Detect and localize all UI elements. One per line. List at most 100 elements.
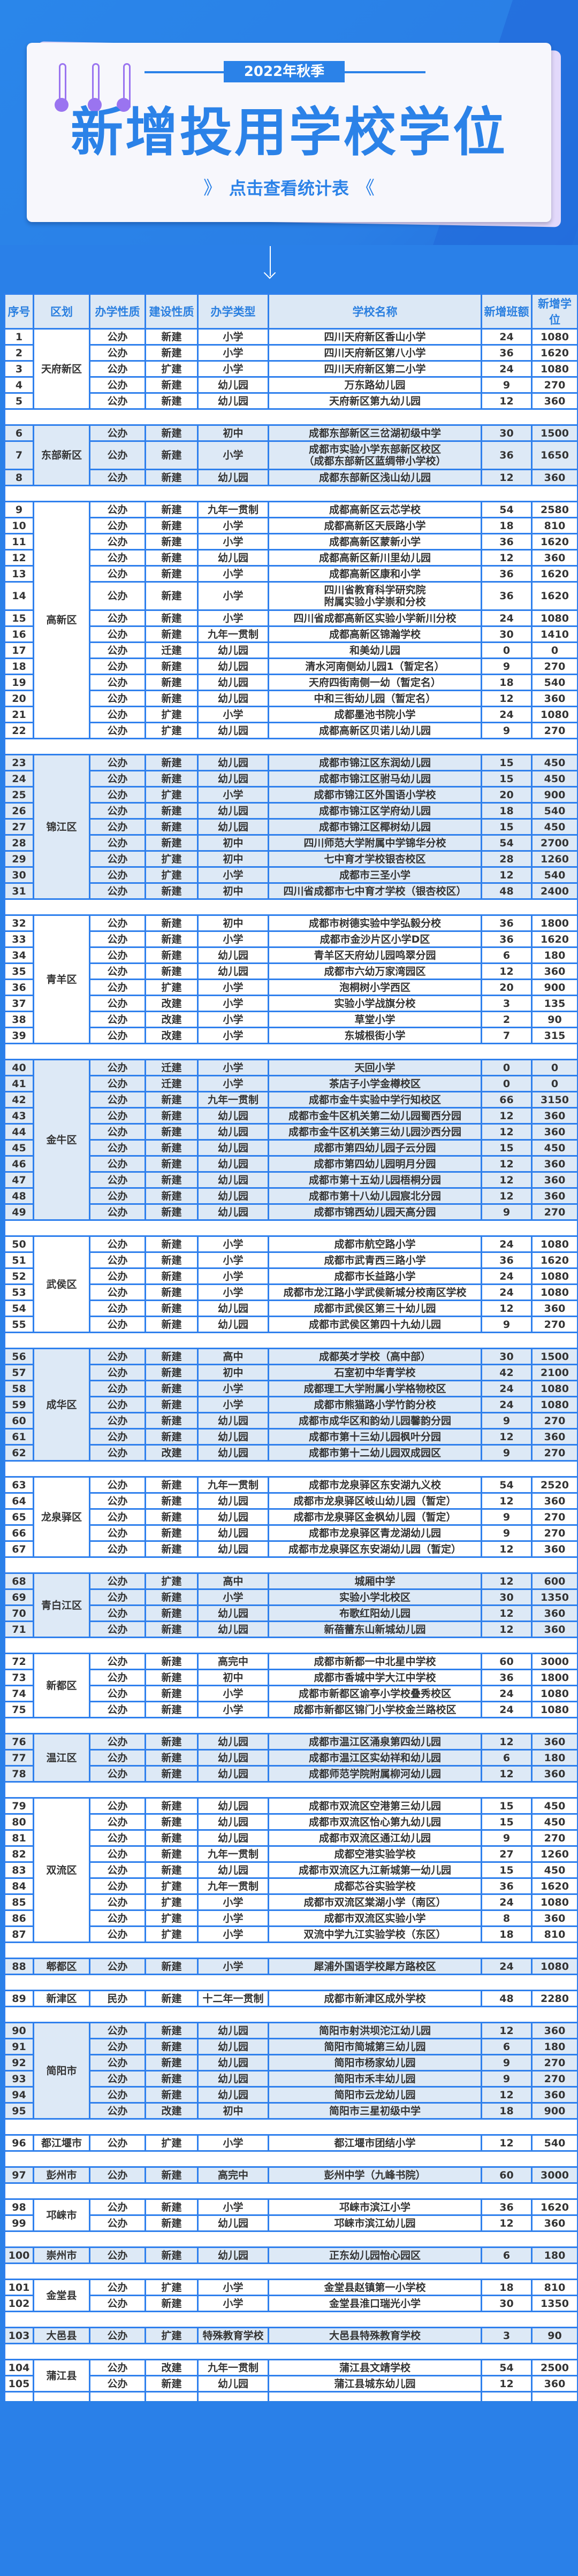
row-index: 84 — [4, 1877, 34, 1895]
school-name: 成都师范学院附属柳河幼儿园 — [268, 1765, 482, 1783]
new-seats: 1800 — [531, 1669, 578, 1686]
new-seats: 1410 — [531, 625, 578, 643]
school-type: 幼儿园 — [197, 2070, 269, 2088]
construction-type: 新建 — [144, 609, 199, 627]
district-cell: 简阳市 — [33, 2022, 90, 2120]
construction-type: 新建 — [144, 818, 199, 836]
row-index: 26 — [4, 802, 34, 820]
new-seats: 1350 — [531, 1588, 578, 1606]
new-classes: 27 — [481, 1845, 533, 1863]
ownership: 公办 — [89, 1925, 146, 1943]
table-row: 36 公办 扩建 小学 泡桐树小学西区 20 900 — [4, 979, 578, 996]
ownership: 公办 — [89, 1797, 146, 1815]
new-seats: 360 — [531, 1733, 578, 1751]
school-name: 成都市锦江区驸马幼儿园 — [268, 770, 482, 788]
view-table-link[interactable]: 》点击查看统计表《 — [27, 178, 551, 199]
construction-type: 新建 — [144, 1861, 199, 1879]
table-row: 33 公办 新建 小学 成都市金沙片区小学D区 36 1620 — [4, 930, 578, 948]
school-name: 简阳市云龙幼儿园 — [268, 2086, 482, 2104]
new-classes: 18 — [481, 2279, 533, 2296]
district-cell: 东部新区 — [33, 424, 90, 486]
table-row: 56 成华区 公办 新建 高中 成都英才学校（高中部） 30 1500 — [4, 1348, 578, 1462]
double-chevron-right-icon: 》 — [203, 178, 222, 199]
new-classes: 24 — [481, 1701, 533, 1718]
row-index: 101 — [4, 2279, 34, 2296]
school-type: 幼儿园 — [197, 2086, 269, 2104]
school-name: 邛崃市滨江幼儿园 — [268, 2214, 482, 2232]
school-name: 实验小学战旗分校 — [268, 995, 482, 1012]
ownership: 公办 — [89, 609, 146, 627]
ownership: 公办 — [89, 1476, 146, 1494]
title-card[interactable]: 2022年秋季 新增投用学校学位 》点击查看统计表《 — [27, 43, 551, 222]
construction-type: 扩建 — [144, 1893, 199, 1911]
separator-cell — [4, 1637, 578, 1654]
ownership: 公办 — [89, 1123, 146, 1141]
row-index: 22 — [4, 722, 34, 739]
new-classes: 42 — [481, 1364, 533, 1381]
school-name: 成都高新区天辰路小学 — [268, 517, 482, 534]
table-row: 5 公办 新建 幼儿园 天府新区第九幼儿园 12 360 — [4, 392, 578, 410]
new-seats: 360 — [531, 1428, 578, 1446]
school-type: 幼儿园 — [197, 770, 269, 788]
col-header-district: 区划 — [33, 293, 90, 330]
new-seats: 90 — [531, 1011, 578, 1028]
school-type: 小学 — [197, 1059, 269, 1076]
new-seats: 3000 — [531, 1653, 578, 1670]
ownership: 公办 — [89, 1380, 146, 1397]
new-seats: 810 — [531, 517, 578, 534]
school-name: 彭州中学（九峰书院） — [268, 2166, 482, 2184]
table-row: 7 公办 新建 小学 成都市实验小学东部新区校区 （成都东部新区蓝绸带小学校） 36 165… — [4, 440, 578, 470]
row-index: 77 — [4, 1749, 34, 1767]
table-row: 79 双流区 公办 新建 幼儿园 成都市双流区空港第三幼儿园 15 450 — [4, 1797, 578, 1943]
table-tail-row — [4, 2391, 578, 2401]
school-name: 简阳市杨家幼儿园 — [268, 2054, 482, 2071]
new-seats: 270 — [531, 658, 578, 675]
school-type: 小学 — [197, 2134, 269, 2152]
school-name: 成都市第十八幼儿园宸北分园 — [268, 1187, 482, 1205]
new-seats: 360 — [531, 1492, 578, 1510]
new-classes: 24 — [481, 1235, 533, 1253]
table-row: 89 新津区 民办 新建 十二年一贯制 成都市新津区成外学校 48 2280 — [4, 1990, 578, 2007]
new-seats: 0 — [531, 1075, 578, 1092]
table-row: 100 崇州市 公办 新建 幼儿园 正东幼儿园怡心园区 6 180 — [4, 2246, 578, 2264]
construction-type: 新建 — [144, 690, 199, 707]
new-classes: 30 — [481, 424, 533, 442]
table-row: 64 公办 新建 幼儿园 成都市龙泉驿区岐山幼儿园（暂定） 12 360 — [4, 1492, 578, 1510]
new-seats: 2100 — [531, 1364, 578, 1381]
school-type: 幼儿园 — [197, 802, 269, 820]
district-cell: 蒲江县 — [33, 2359, 90, 2392]
new-classes: 9 — [481, 658, 533, 675]
season-badge: 2022年秋季 — [224, 61, 345, 82]
school-name: 和美幼儿园 — [268, 641, 482, 659]
school-type: 幼儿园 — [197, 754, 269, 771]
ownership: 公办 — [89, 1909, 146, 1927]
new-classes: 15 — [481, 1139, 533, 1157]
new-classes: 24 — [481, 328, 533, 346]
school-name: 成都市龙泉驿区东安湖幼儿园（暂定） — [268, 1540, 482, 1558]
row-index: 63 — [4, 1476, 34, 1494]
district-cell: 新都区 — [33, 1653, 90, 1718]
row-index: 104 — [4, 2359, 34, 2376]
row-index: 21 — [4, 706, 34, 723]
construction-type: 新建 — [144, 328, 199, 346]
ownership: 公办 — [89, 1620, 146, 1638]
table-row: 70 公办 新建 幼儿园 布歌红阳幼儿园 12 360 — [4, 1604, 578, 1622]
new-classes: 12 — [481, 1428, 533, 1446]
new-classes: 12 — [481, 1171, 533, 1189]
school-name: 成都高新区康和小学 — [268, 565, 482, 583]
table-row: 57 公办 新建 初中 石室初中华青学校 42 2100 — [4, 1364, 578, 1381]
group-separator — [4, 1219, 578, 1237]
ownership: 公办 — [89, 1364, 146, 1381]
new-classes: 48 — [481, 1990, 533, 2007]
district-cell: 邛崃市 — [33, 2198, 90, 2232]
school-name: 四川天府新区第二小学 — [268, 360, 482, 378]
construction-type: 新建 — [144, 1203, 199, 1221]
separator-cell — [4, 1219, 578, 1237]
table-row: 53 公办 新建 小学 成都市龙江路小学武侯新城分校南区学校 24 1080 — [4, 1283, 578, 1301]
school-name: 成都市锦江区椰树幼儿园 — [268, 818, 482, 836]
table-row: 66 公办 新建 幼儿园 成都市龙泉驿区青龙湖幼儿园 9 270 — [4, 1524, 578, 1542]
row-index: 39 — [4, 1027, 34, 1044]
table-row: 104 蒲江县 公办 改建 九年一贯制 蒲江县文靖学校 54 2500 — [4, 2359, 578, 2392]
new-classes: 36 — [481, 1669, 533, 1686]
empty-cell — [33, 2391, 90, 2401]
